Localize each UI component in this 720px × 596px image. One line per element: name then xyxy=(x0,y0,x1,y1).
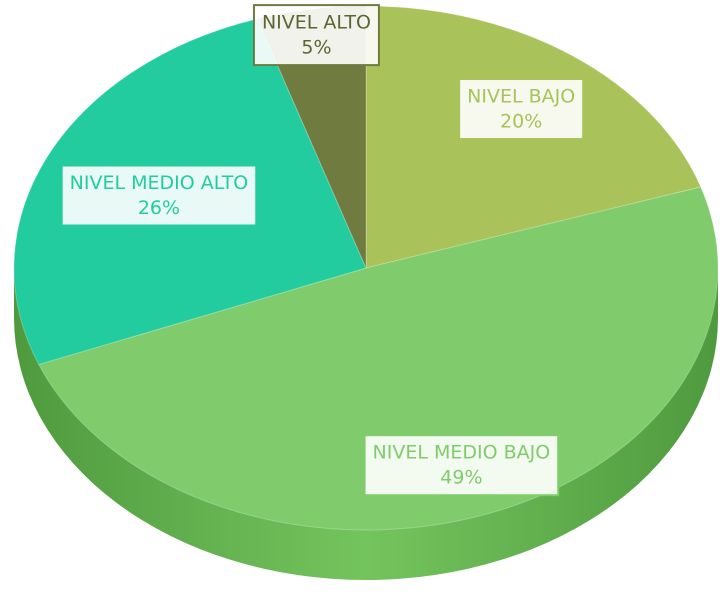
data-label: NIVEL MEDIO BAJO 49% xyxy=(363,434,560,497)
category-label: NIVEL MEDIO BAJO xyxy=(373,442,551,464)
value-label: 49% xyxy=(440,467,482,489)
value-label: 5% xyxy=(301,37,331,59)
label-box xyxy=(252,4,380,67)
data-label: NIVEL BAJO 20% xyxy=(458,78,585,141)
category-label: NIVEL MEDIO ALTO xyxy=(70,172,249,194)
value-label: 20% xyxy=(500,111,542,133)
label-box xyxy=(60,164,258,227)
category-label: NIVEL ALTO xyxy=(262,12,371,34)
category-label: NIVEL BAJO xyxy=(467,86,575,108)
label-box xyxy=(363,434,560,497)
label-box xyxy=(458,78,585,141)
data-label: NIVEL ALTO 5% xyxy=(252,4,380,67)
data-label: NIVEL MEDIO ALTO 26% xyxy=(60,164,258,227)
value-label: 26% xyxy=(138,197,180,219)
